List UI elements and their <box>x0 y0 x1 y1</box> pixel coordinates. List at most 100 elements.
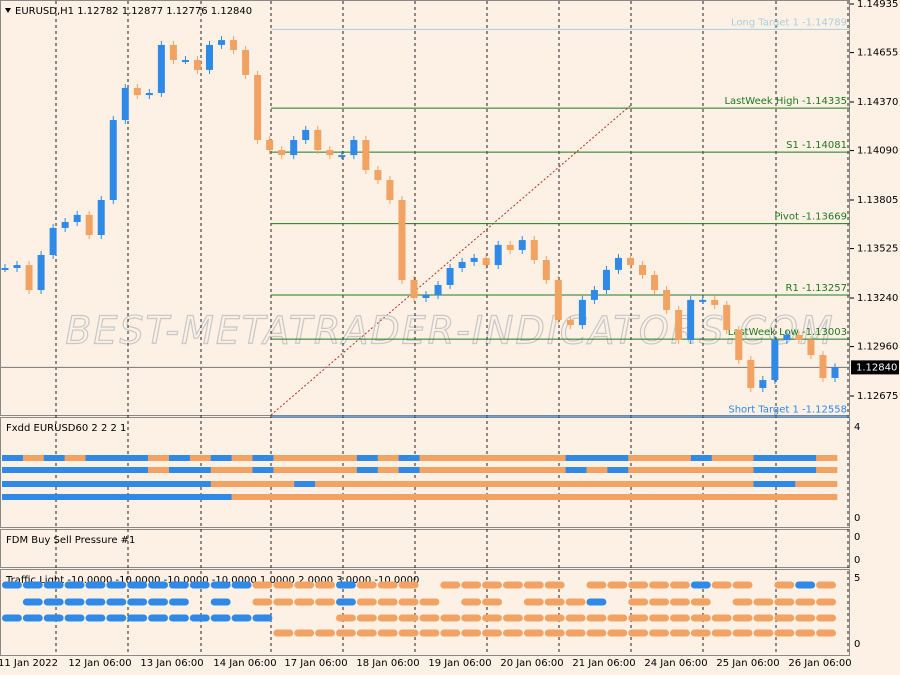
candle <box>518 240 526 250</box>
state-bar <box>440 494 462 500</box>
candle <box>362 139 370 170</box>
traffic-dot <box>294 629 315 637</box>
state-bar <box>231 467 253 473</box>
candle <box>61 222 69 228</box>
state-bar <box>816 455 838 461</box>
state-bar <box>503 455 525 461</box>
candle <box>157 44 165 93</box>
traffic-dot <box>127 581 148 589</box>
menu-arrow[interactable] <box>5 8 11 13</box>
candle <box>446 267 454 285</box>
candle <box>193 60 201 70</box>
state-bar <box>210 467 232 473</box>
traffic-dot <box>670 598 690 606</box>
traffic-dot <box>544 629 565 637</box>
traffic-dot <box>377 581 398 589</box>
traffic-dot <box>523 614 544 622</box>
state-bar <box>711 494 733 500</box>
traffic-dot <box>273 598 294 606</box>
state-bar <box>210 494 232 500</box>
state-bar <box>503 467 525 473</box>
state-bar <box>544 455 566 461</box>
traffic-dot <box>565 629 586 637</box>
state-bar <box>419 467 441 473</box>
state-bar <box>315 481 337 487</box>
traffic-dot <box>649 629 669 637</box>
traffic-dot <box>43 581 64 589</box>
state-bar <box>148 455 170 461</box>
state-bar <box>294 494 316 500</box>
candle <box>831 367 839 378</box>
trend-line <box>270 104 632 416</box>
state-bar <box>670 494 692 500</box>
traffic-dot <box>315 629 335 637</box>
state-bar <box>544 494 566 500</box>
candle <box>290 139 298 156</box>
state-bar <box>482 481 504 487</box>
state-bar <box>336 467 358 473</box>
state-bar <box>148 494 170 500</box>
traffic-dot <box>461 598 482 606</box>
traffic-dot <box>210 598 231 606</box>
traffic-dot <box>670 629 690 637</box>
traffic-dot <box>252 581 273 589</box>
candle <box>338 155 346 158</box>
state-bar <box>607 455 629 461</box>
traffic-dot <box>356 614 377 622</box>
state-bar <box>106 455 128 461</box>
state-bar <box>690 467 713 473</box>
traffic-dot <box>816 598 836 606</box>
state-bar <box>169 455 191 461</box>
state-bar <box>670 455 692 461</box>
state-bar <box>816 481 838 487</box>
state-bar <box>628 467 650 473</box>
traffic-dot <box>294 581 315 589</box>
candle <box>458 261 466 268</box>
candle <box>386 180 394 200</box>
state-bar <box>231 455 253 461</box>
traffic-dot <box>461 629 482 637</box>
traffic-dot <box>795 581 816 589</box>
traffic-dot <box>690 581 711 589</box>
state-bar <box>2 494 24 500</box>
state-bar <box>523 481 546 487</box>
candle <box>37 254 45 291</box>
time-label: 11 Jan 2022 <box>0 658 58 669</box>
state-bar <box>649 467 671 473</box>
watermark: BEST-METATRADER-INDICATORS.COM <box>65 309 834 353</box>
traffic-dot <box>440 614 461 622</box>
candle <box>735 329 743 360</box>
candle <box>145 92 153 96</box>
state-bar <box>106 494 128 500</box>
candle <box>73 214 81 223</box>
time-label: 14 Jan 06:00 <box>213 658 276 669</box>
state-bar <box>440 467 462 473</box>
traffic-dot <box>670 614 690 622</box>
price-label: 1.14090 <box>857 146 898 157</box>
state-bar <box>398 494 420 500</box>
level-label: Short Target 1 -1.12558 <box>728 404 847 415</box>
time-label: 24 Jan 06:00 <box>644 658 707 669</box>
state-bar <box>315 467 337 473</box>
traffic-dot <box>127 598 148 606</box>
state-bar <box>294 455 316 461</box>
price-label: 1.13805 <box>857 195 898 206</box>
candle <box>771 339 779 381</box>
traffic-dot <box>169 581 189 589</box>
traffic-dot <box>523 598 544 606</box>
candle <box>482 257 490 266</box>
traffic-dot <box>252 598 273 606</box>
traffic-dot <box>419 629 440 637</box>
candle <box>218 40 226 45</box>
traffic-dot <box>690 598 711 606</box>
traffic-dot <box>586 629 607 637</box>
traffic-dot <box>544 581 565 589</box>
state-bar <box>732 467 754 473</box>
state-bar <box>22 455 45 461</box>
traffic-dot <box>356 581 377 589</box>
traffic-dot <box>169 598 189 606</box>
candle <box>614 257 622 270</box>
state-bar <box>586 481 608 487</box>
traffic-dot <box>607 581 628 589</box>
